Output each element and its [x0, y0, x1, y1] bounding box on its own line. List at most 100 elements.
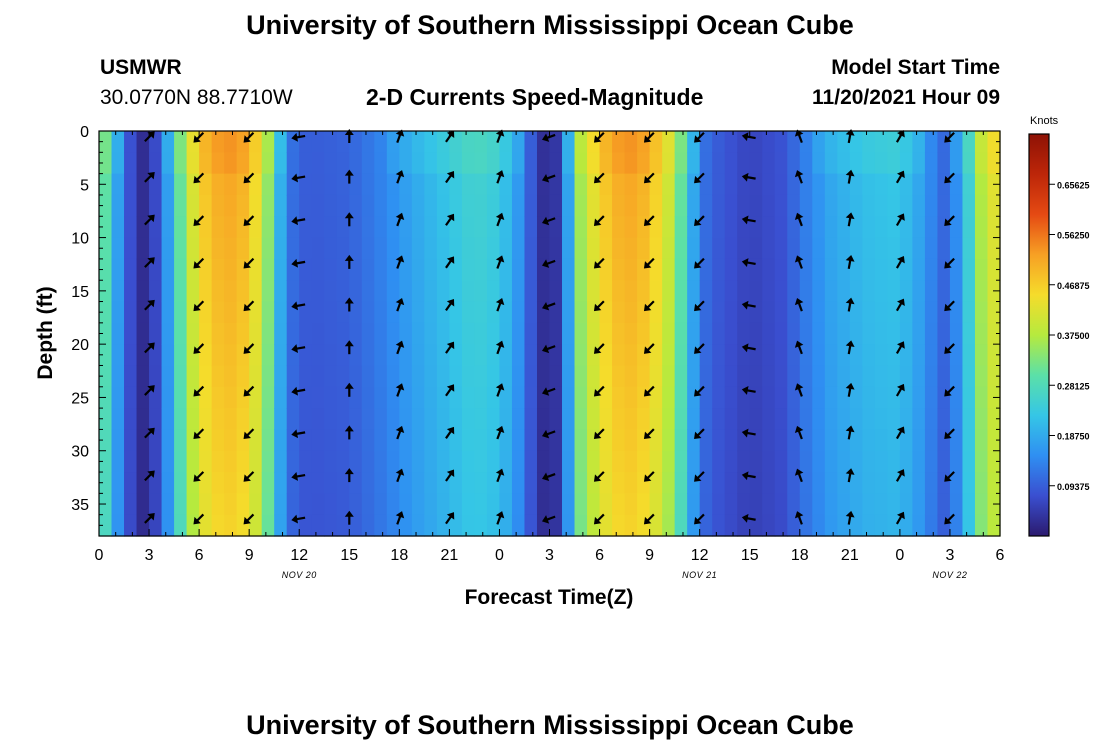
y-tick-label: 5: [80, 177, 89, 194]
heatmap-cell: [236, 258, 250, 281]
heatmap-cell: [111, 344, 125, 367]
heatmap-cell: [299, 386, 313, 409]
heatmap-cell: [436, 408, 450, 431]
heatmap-cell: [699, 450, 713, 473]
heatmap-cell: [374, 301, 388, 324]
heatmap-cell: [974, 194, 989, 217]
heatmap-cell: [499, 237, 513, 260]
heatmap-cell: [812, 344, 826, 367]
current-vector-arrow: [845, 510, 855, 525]
heatmap-cell: [499, 450, 513, 473]
heatmap-cell: [712, 408, 726, 431]
heatmap-cell: [837, 365, 851, 388]
heatmap-cell: [424, 258, 438, 281]
current-vector-arrow: [944, 428, 955, 440]
heatmap-cell: [949, 493, 964, 516]
heatmap-cell: [612, 173, 626, 196]
heatmap-cell: [349, 152, 363, 175]
heatmap-cell: [411, 386, 425, 409]
colorbar-tick-label: 0.56250: [1057, 231, 1090, 241]
heatmap-cell: [349, 194, 363, 217]
heatmap-cell: [124, 301, 138, 324]
heatmap-cell: [274, 514, 288, 537]
heatmap-cell: [411, 514, 425, 537]
heatmap-cell: [411, 493, 425, 516]
heatmap-cell: [411, 472, 425, 494]
heatmap-cell: [799, 237, 813, 260]
heatmap-cell: [937, 152, 951, 175]
heatmap-cell: [974, 237, 989, 260]
heatmap-cell: [486, 408, 501, 431]
current-vector-arrow: [395, 297, 405, 312]
heatmap-cell: [687, 301, 701, 324]
current-vector-arrow: [344, 425, 354, 440]
heatmap-cell: [311, 344, 325, 367]
heatmap-cell: [236, 386, 250, 409]
heatmap-cell: [136, 450, 150, 473]
heatmap-cell: [912, 237, 926, 260]
heatmap-cell: [399, 258, 413, 281]
heatmap-cell: [299, 472, 313, 494]
current-vector-arrow: [344, 468, 354, 483]
heatmap-cell: [824, 301, 838, 324]
heatmap-cell: [199, 450, 213, 473]
heatmap-cell: [99, 429, 113, 452]
heatmap-cell: [587, 237, 601, 260]
heatmap-cell: [124, 173, 138, 196]
heatmap-cell: [699, 301, 713, 324]
heatmap-cell: [474, 216, 488, 239]
heatmap-cell: [699, 344, 713, 367]
heatmap-cell: [887, 280, 901, 303]
heatmap-cell: [562, 258, 576, 281]
heatmap-cell: [924, 365, 939, 388]
heatmap-cell: [311, 386, 325, 409]
heatmap-cell: [749, 280, 763, 303]
heatmap-cell: [974, 131, 989, 153]
heatmap-cell: [862, 365, 876, 388]
x-tick-label: 0: [895, 547, 904, 564]
heatmap-cell: [274, 493, 288, 516]
current-vector-arrow: [193, 300, 205, 312]
heatmap-cell: [524, 322, 538, 345]
heatmap-cell: [111, 450, 125, 473]
heatmap-cell: [399, 301, 413, 324]
heatmap-cell: [712, 131, 726, 153]
current-vector-arrow: [144, 385, 155, 396]
current-vector-arrow: [445, 426, 455, 439]
heatmap-cell: [599, 493, 613, 516]
heatmap-cell: [136, 472, 150, 494]
heatmap-cell: [124, 365, 138, 388]
current-vector-arrow: [895, 426, 905, 440]
heatmap-cell: [674, 152, 688, 175]
heatmap-cell: [399, 194, 413, 217]
current-vector-arrow: [395, 212, 405, 227]
heatmap-cell: [511, 493, 526, 516]
heatmap-cell: [924, 237, 939, 260]
heatmap-cell: [587, 365, 601, 388]
heatmap-cell: [436, 131, 450, 153]
heatmap-cell: [974, 301, 989, 324]
heatmap-cell: [849, 429, 863, 452]
heatmap-cell: [862, 216, 876, 239]
heatmap-cell: [486, 386, 501, 409]
heatmap-cell: [624, 514, 638, 537]
heatmap-cell: [587, 280, 601, 303]
heatmap-cell: [361, 429, 375, 452]
heatmap-cell: [411, 301, 425, 324]
heatmap-cell: [837, 514, 851, 537]
heatmap-cell: [436, 280, 450, 303]
heatmap-cell: [624, 450, 638, 473]
current-vector-arrow: [344, 254, 354, 269]
heatmap-cell: [687, 408, 701, 431]
heatmap-cell: [399, 322, 413, 345]
heatmap-cell: [762, 514, 776, 537]
heatmap-cell: [224, 322, 238, 345]
heatmap-cell: [574, 237, 588, 260]
heatmap-cell: [386, 450, 400, 473]
heatmap-cell: [449, 301, 463, 324]
heatmap-cell: [274, 194, 288, 217]
heatmap-cell: [449, 280, 463, 303]
heatmap-cell: [674, 301, 688, 324]
heatmap-cell: [286, 131, 300, 153]
heatmap-cell: [574, 386, 588, 409]
